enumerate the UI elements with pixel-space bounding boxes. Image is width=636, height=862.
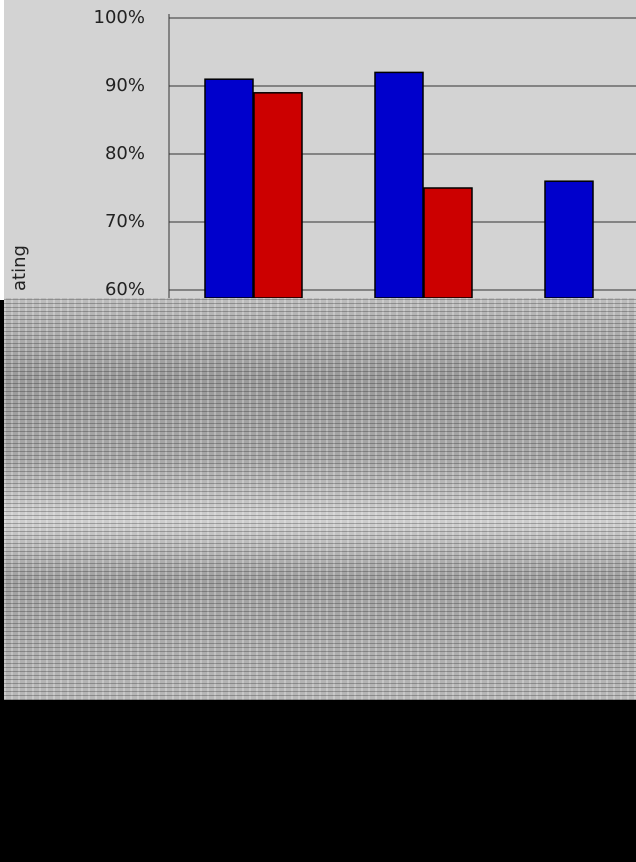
chart: ating 60% 70% 80% 90% 100%	[0, 0, 636, 300]
bar	[204, 78, 254, 299]
bar	[253, 92, 303, 299]
y-tick-label: 60%	[105, 279, 145, 300]
blank-region	[0, 700, 636, 862]
y-tick-label: 100%	[94, 7, 145, 28]
y-tick-label: 90%	[105, 75, 145, 96]
corrupted-region	[4, 298, 636, 700]
plot-background	[4, 0, 636, 300]
bar	[423, 187, 473, 299]
y-tick-label: 80%	[105, 143, 145, 164]
y-tick-label: 70%	[105, 211, 145, 232]
bar	[374, 71, 424, 299]
y-axis-label: ating	[9, 245, 30, 291]
bar	[544, 180, 594, 299]
